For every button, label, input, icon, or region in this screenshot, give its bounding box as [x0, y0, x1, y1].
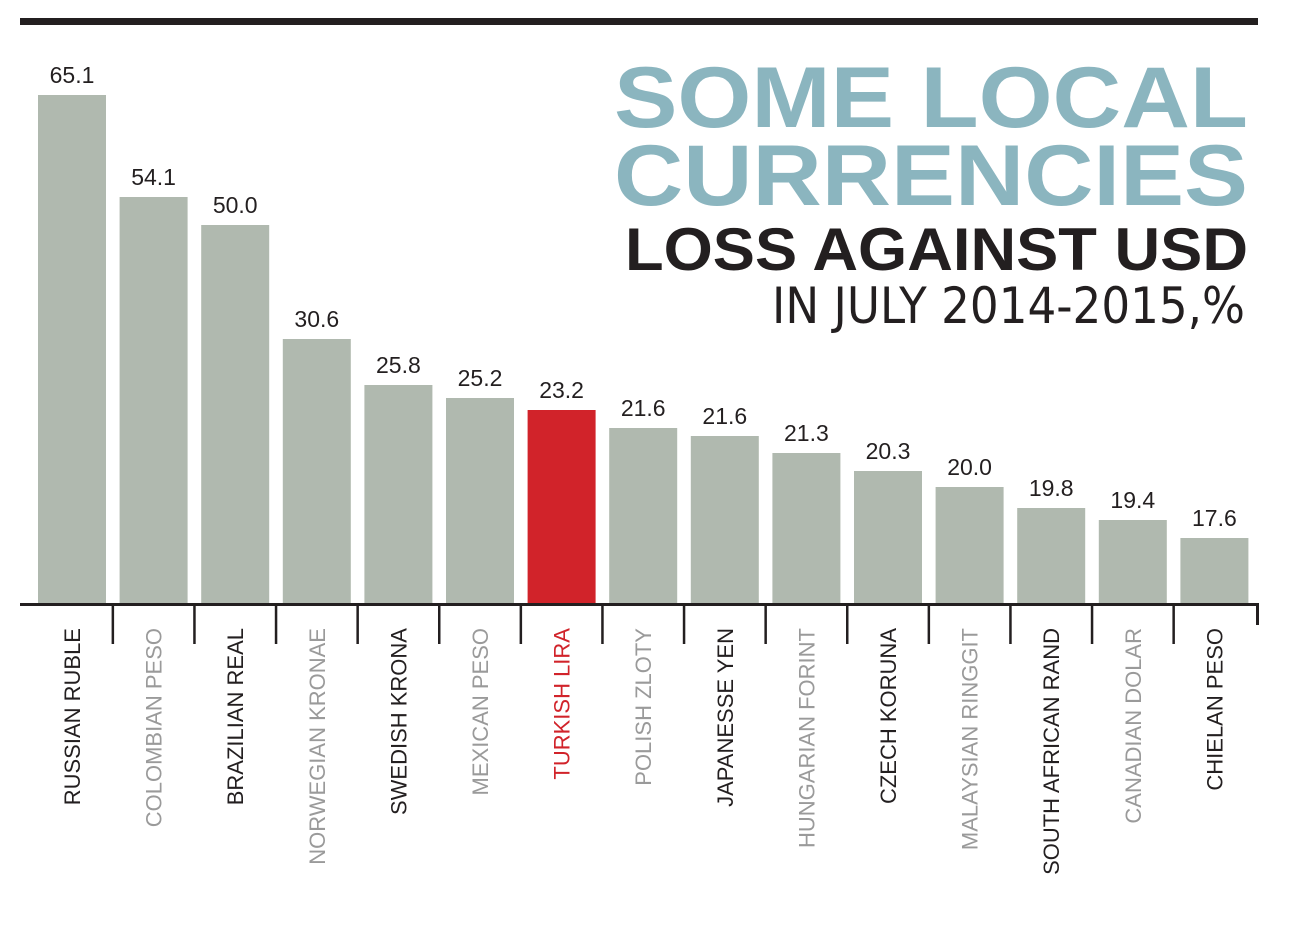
bar-14 [1180, 538, 1249, 604]
bar-6 [527, 410, 596, 604]
category-label-12: SOUTH AFRICAN RAND [1039, 628, 1064, 875]
category-divider [193, 604, 196, 644]
bar-3 [282, 339, 351, 604]
x-axis [20, 603, 1258, 606]
category-label-8: JAPANESSE YEN [713, 628, 738, 807]
bar-1 [119, 197, 188, 604]
value-label-13: 19.4 [1110, 487, 1155, 513]
category-divider [927, 604, 931, 644]
category-label-13: CANADIAN DOLAR [1121, 628, 1146, 824]
value-label-14: 17.6 [1192, 505, 1237, 531]
bar-13 [1098, 520, 1167, 604]
category-label-3: NORWEGIAN KRONAE [305, 628, 330, 865]
category-label-9: HUNGARIAN FORINT [794, 628, 819, 848]
bar-8 [690, 436, 759, 604]
category-label-11: MALAYSIAN RINGGIT [958, 628, 983, 850]
bar-9 [772, 453, 841, 604]
bar-2 [201, 225, 270, 604]
bar-5 [446, 398, 514, 604]
category-divider [519, 604, 523, 644]
value-label-9: 21.3 [784, 420, 829, 446]
value-label-3: 30.6 [294, 306, 339, 332]
value-label-1: 54.1 [131, 164, 176, 190]
bar-12 [1017, 508, 1086, 604]
value-label-7: 21.6 [621, 395, 666, 421]
bar-11 [935, 487, 1004, 604]
category-label-7: POLISH ZLOTY [631, 628, 656, 786]
category-divider [601, 604, 604, 644]
bar-0 [38, 95, 106, 604]
category-label-10: CZECH KORUNA [876, 628, 901, 804]
value-label-5: 25.2 [458, 365, 503, 391]
value-label-4: 25.8 [376, 352, 421, 378]
category-divider [846, 604, 849, 644]
category-divider [1172, 604, 1175, 644]
x-axis-end-tick [1256, 603, 1259, 625]
title-line-2: CURRENCIES [614, 128, 1248, 224]
category-divider [356, 604, 359, 644]
value-label-8: 21.6 [702, 403, 747, 429]
bar-7 [609, 428, 678, 604]
category-divider [1090, 604, 1094, 644]
category-label-4: SWEDISH KRONA [386, 628, 411, 815]
category-label-1: COLOMBIAN PESO [142, 628, 167, 827]
value-label-2: 50.0 [213, 192, 258, 218]
category-divider [111, 604, 115, 644]
category-divider [682, 604, 686, 644]
value-label-12: 19.8 [1029, 475, 1074, 501]
value-label-6: 23.2 [539, 377, 584, 403]
value-label-0: 65.1 [50, 62, 95, 88]
category-label-2: BRAZILIAN REAL [223, 628, 248, 805]
category-divider [764, 604, 767, 644]
category-label-6: TURKISH LIRA [550, 628, 575, 780]
category-divider [438, 604, 441, 644]
value-label-10: 20.3 [866, 438, 911, 464]
category-divider [274, 604, 278, 644]
title-line-1: SOME LOCAL [614, 50, 1248, 146]
title-line-4: IN JULY 2014-2015,% [772, 277, 1245, 335]
category-divider [1009, 604, 1012, 644]
title-line-3: LOSS AGAINST USD [625, 216, 1248, 283]
category-label-0: RUSSIAN RUBLE [60, 628, 85, 805]
top-rule [20, 18, 1258, 25]
value-label-11: 20.0 [947, 454, 992, 480]
bar-10 [854, 471, 922, 604]
bar-4 [364, 385, 433, 604]
category-label-14: CHIELAN PESO [1202, 628, 1227, 791]
category-label-5: MEXICAN PESO [468, 628, 493, 795]
